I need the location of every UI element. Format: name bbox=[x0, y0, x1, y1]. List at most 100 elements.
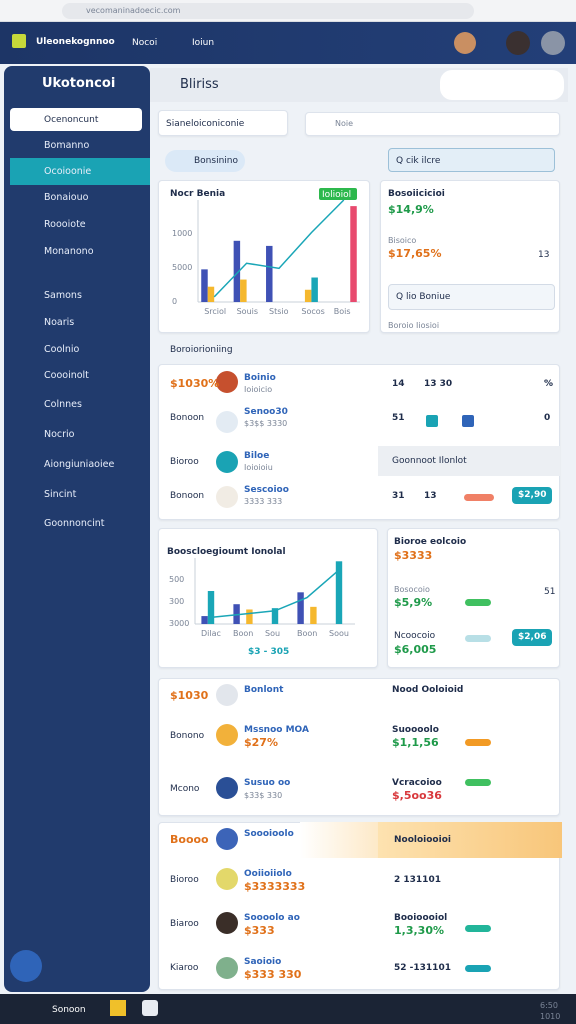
sub: Ioioicio bbox=[244, 385, 273, 394]
name[interactable]: Saoioio bbox=[244, 957, 282, 967]
name[interactable]: Ooiioiiolo bbox=[244, 869, 292, 879]
name[interactable]: Biloe bbox=[244, 451, 270, 461]
highlight bbox=[300, 822, 378, 858]
items[interactable]: Sincint bbox=[44, 489, 77, 500]
label: $1030% bbox=[170, 377, 220, 390]
sub: $333 bbox=[244, 924, 275, 937]
avatar[interactable] bbox=[506, 31, 530, 55]
title: Booscloegioumt Ionolal bbox=[167, 547, 286, 557]
menu[interactable]: Ioiun bbox=[192, 38, 215, 48]
value1: $14,9% bbox=[388, 203, 434, 216]
badge bbox=[462, 415, 474, 427]
items[interactable]: Bonaiouo bbox=[44, 192, 89, 203]
sidebar bbox=[4, 66, 150, 992]
title: Bioroe eolcoio bbox=[394, 537, 467, 547]
items[interactable]: Samons bbox=[44, 290, 82, 301]
items[interactable]: Colnnes bbox=[44, 399, 82, 410]
label: Vcracoioo bbox=[392, 778, 442, 788]
avatar[interactable] bbox=[454, 32, 476, 54]
filter[interactable]: Q cik ilcre bbox=[396, 156, 441, 166]
footer: Boroio Iiosioi bbox=[388, 321, 440, 330]
items[interactable]: Monanono bbox=[44, 246, 94, 257]
button[interactable]: $2,90 bbox=[518, 490, 547, 500]
ytick-labels: 5000 bbox=[172, 263, 193, 272]
avatar bbox=[216, 957, 238, 979]
dropdown[interactable] bbox=[388, 284, 555, 310]
taskbar-icon[interactable] bbox=[142, 1000, 158, 1016]
taskbar-icon[interactable] bbox=[110, 1000, 126, 1016]
progress bbox=[465, 635, 491, 642]
app-name[interactable]: Uleonekognnoo bbox=[36, 37, 115, 47]
progress bbox=[465, 965, 491, 972]
name[interactable]: Soooioolo bbox=[244, 829, 294, 839]
label: Bonoon bbox=[170, 413, 205, 423]
categories: Sou bbox=[265, 629, 281, 638]
categories: Stsio bbox=[269, 307, 289, 316]
filter[interactable]: Q lio Boniue bbox=[396, 292, 451, 302]
dropdown[interactable] bbox=[388, 148, 555, 172]
ytick-labels: 1000 bbox=[172, 229, 193, 238]
url: vecomaninadoecic.com bbox=[86, 6, 181, 15]
value: $1,1,56 bbox=[392, 736, 439, 749]
label: Nooloiooioi bbox=[394, 835, 451, 845]
tab[interactable]: Sianeloiconiconie bbox=[166, 119, 245, 129]
address-bar[interactable] bbox=[62, 3, 474, 19]
value2: $17,65% bbox=[388, 247, 442, 260]
items[interactable]: Nocrio bbox=[44, 429, 75, 440]
name[interactable]: Susuo oo bbox=[244, 778, 291, 788]
name[interactable]: Sescoioo bbox=[244, 485, 289, 495]
progress bbox=[465, 925, 491, 932]
chip[interactable] bbox=[165, 150, 245, 172]
categories: Bois bbox=[333, 307, 351, 316]
title: Nocr Benia bbox=[170, 189, 226, 199]
avatar bbox=[216, 486, 238, 508]
title: Bosoiicicioi bbox=[388, 189, 445, 199]
tab[interactable] bbox=[158, 110, 288, 136]
count: 13 bbox=[538, 250, 550, 260]
ytick-labels: 500 bbox=[169, 575, 185, 584]
title: Ukotoncoi bbox=[42, 76, 116, 91]
button[interactable] bbox=[512, 487, 552, 504]
ytick-labels: 3000 bbox=[169, 619, 190, 628]
items[interactable]: Ocoioonie bbox=[44, 166, 92, 177]
search[interactable] bbox=[305, 112, 560, 136]
cols: 14 bbox=[392, 379, 405, 389]
items[interactable]: Noaris bbox=[44, 317, 75, 328]
cols: 0 bbox=[544, 413, 551, 423]
sub: 3333 333 bbox=[244, 497, 283, 506]
toolbar bbox=[440, 70, 564, 100]
cols: % bbox=[544, 379, 554, 389]
chip[interactable]: Bonsinino bbox=[194, 156, 238, 166]
name[interactable]: Senoo30 bbox=[244, 407, 288, 417]
menu[interactable]: Nocoi bbox=[132, 38, 158, 48]
profile[interactable] bbox=[541, 31, 565, 55]
button[interactable] bbox=[512, 629, 552, 646]
label: $1030 bbox=[170, 689, 209, 702]
items[interactable]: Bomanno bbox=[44, 140, 90, 151]
categories: Souis bbox=[236, 307, 259, 316]
items[interactable]: Goonnoncint bbox=[44, 518, 105, 529]
items[interactable]: Coolnio bbox=[44, 344, 80, 355]
fab[interactable] bbox=[10, 950, 42, 982]
button[interactable]: $2,06 bbox=[518, 632, 547, 642]
progress bbox=[465, 779, 491, 786]
cols: 51 bbox=[392, 413, 405, 423]
selected-item[interactable] bbox=[10, 158, 150, 185]
categories: Boon bbox=[297, 629, 318, 638]
ytick-labels: 0 bbox=[172, 297, 178, 306]
badge bbox=[426, 415, 438, 427]
items[interactable]: Aiongiuniaoiee bbox=[44, 459, 115, 470]
search: Sonoon bbox=[52, 1005, 86, 1015]
categories: Soou bbox=[329, 629, 349, 638]
label: Biaroo bbox=[170, 919, 199, 929]
ytick-labels: 300 bbox=[169, 597, 185, 606]
search[interactable]: Noie bbox=[335, 119, 354, 128]
name[interactable]: Boinio bbox=[244, 373, 276, 383]
name[interactable]: Bonlont bbox=[244, 685, 284, 695]
active-item[interactable] bbox=[10, 108, 142, 131]
name[interactable]: Soooolo ao bbox=[244, 913, 300, 923]
items[interactable]: Coooinolt bbox=[44, 370, 89, 381]
name[interactable]: Mssnoo MOA bbox=[244, 725, 309, 735]
items[interactable]: Roooiote bbox=[44, 219, 86, 230]
items[interactable]: Ocenoncunt bbox=[44, 115, 99, 125]
